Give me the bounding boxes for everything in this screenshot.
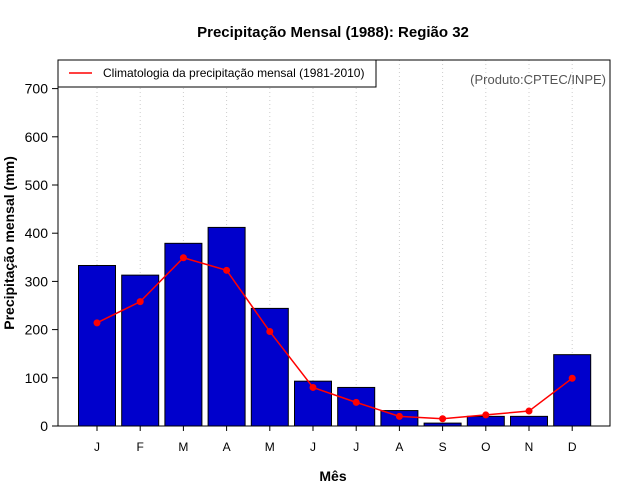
x-tick-label: D xyxy=(568,440,577,454)
y-tick-label: 600 xyxy=(25,129,49,145)
x-tick-label: J xyxy=(94,440,100,454)
bar xyxy=(553,354,592,427)
x-tick-label: O xyxy=(481,440,490,454)
climatology-point xyxy=(223,266,231,274)
climatology-line xyxy=(96,256,573,420)
x-tick-label: J xyxy=(353,440,359,454)
bar-series xyxy=(78,226,592,427)
climatology-point xyxy=(266,328,274,336)
x-tick-label: A xyxy=(223,440,231,454)
x-tick-label: J xyxy=(310,440,316,454)
x-tick-label: S xyxy=(439,440,447,454)
y-tick-label: 400 xyxy=(25,225,49,241)
legend: Climatologia da precipitação mensal (198… xyxy=(57,59,377,88)
product-credit: (Produto:CPTEC/INPE) xyxy=(470,72,606,87)
climatology-point xyxy=(395,412,403,420)
x-tick-label: F xyxy=(137,440,144,454)
legend-box xyxy=(57,59,377,88)
climatology-point xyxy=(568,374,576,382)
x-tick-label: M xyxy=(178,440,188,454)
x-axis-label: Mês xyxy=(319,468,346,484)
bar xyxy=(78,264,116,427)
legend-entry: Climatologia da precipitação mensal (198… xyxy=(103,66,364,80)
y-tick-label: 100 xyxy=(25,370,49,386)
climatology-point xyxy=(179,254,187,262)
y-tick-label: 200 xyxy=(25,322,49,338)
bar xyxy=(207,226,246,427)
climatology-point xyxy=(136,298,144,306)
x-tick-label: A xyxy=(395,440,403,454)
y-tick-label: 700 xyxy=(25,81,49,97)
chart-title: Precipitação Mensal (1988): Região 32 xyxy=(197,24,469,41)
climatology-point xyxy=(93,319,101,327)
bar xyxy=(510,415,548,427)
x-tick-label: M xyxy=(265,440,275,454)
climatology-point xyxy=(352,398,360,406)
y-tick-label: 0 xyxy=(40,418,48,434)
bar xyxy=(121,274,160,427)
climatology-series xyxy=(93,254,576,423)
x-tick-label: N xyxy=(525,440,534,454)
climatology-point xyxy=(482,411,490,419)
bar xyxy=(250,307,289,427)
climatology-point xyxy=(309,383,317,391)
bar xyxy=(164,242,203,427)
climatology-point xyxy=(439,415,447,423)
climatology-point xyxy=(525,407,533,415)
y-axis-label: Precipitação mensal (mm) xyxy=(1,156,17,330)
y-tick-label: 500 xyxy=(25,177,49,193)
y-tick-label: 300 xyxy=(25,273,49,289)
y-axis: 0 100 200 300 400 500 600 700 xyxy=(25,81,58,434)
